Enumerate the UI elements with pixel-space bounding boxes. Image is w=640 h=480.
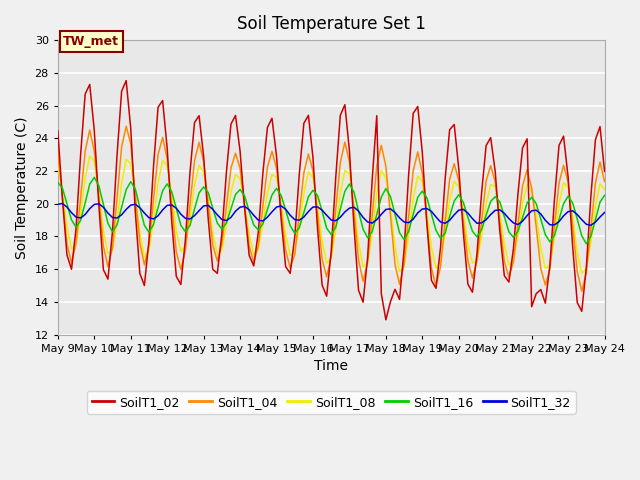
Legend: SoilT1_02, SoilT1_04, SoilT1_08, SoilT1_16, SoilT1_32: SoilT1_02, SoilT1_04, SoilT1_08, SoilT1_…: [86, 391, 576, 414]
X-axis label: Time: Time: [314, 359, 348, 373]
Title: Soil Temperature Set 1: Soil Temperature Set 1: [237, 15, 426, 33]
Text: TW_met: TW_met: [63, 35, 119, 48]
Y-axis label: Soil Temperature (C): Soil Temperature (C): [15, 116, 29, 259]
